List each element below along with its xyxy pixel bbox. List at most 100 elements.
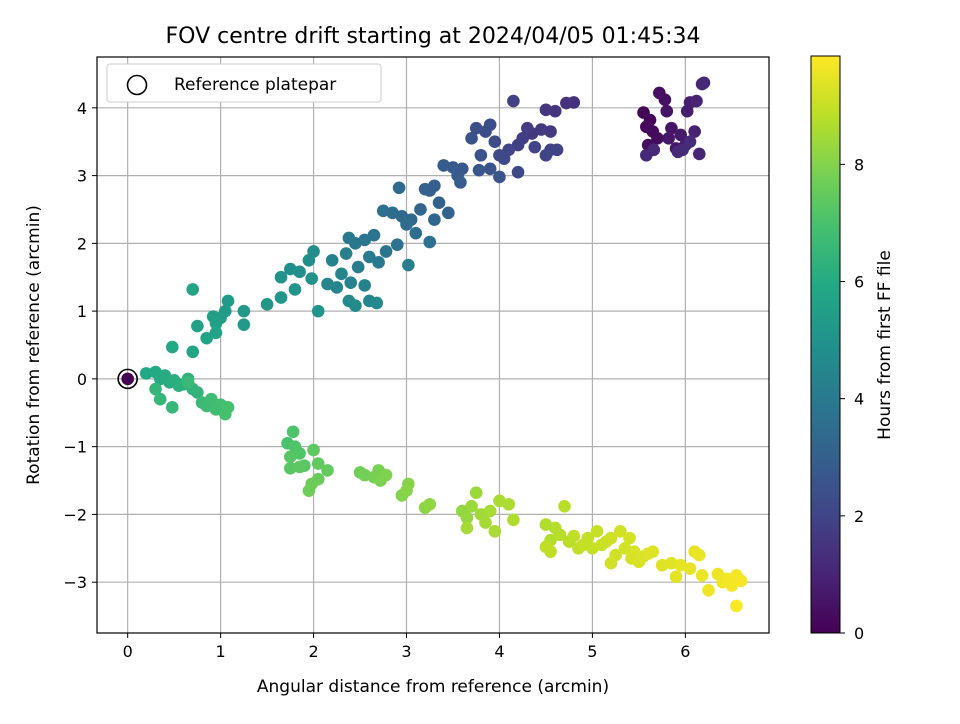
data-point bbox=[460, 521, 474, 535]
data-point bbox=[507, 513, 520, 527]
data-point bbox=[191, 386, 204, 399]
data-point bbox=[683, 135, 697, 149]
y-axis-label: Rotation from reference (arcmin) bbox=[24, 205, 44, 485]
chart-title: FOV centre drift starting at 2024/04/05 … bbox=[166, 24, 701, 49]
data-point bbox=[186, 345, 200, 359]
data-point bbox=[695, 77, 709, 91]
data-point bbox=[209, 326, 223, 340]
data-point bbox=[209, 317, 223, 330]
data-point bbox=[521, 121, 534, 135]
data-point bbox=[186, 283, 200, 296]
data-point bbox=[690, 94, 703, 108]
data-point bbox=[465, 132, 478, 145]
data-point bbox=[493, 148, 506, 162]
data-point bbox=[472, 163, 486, 177]
data-point bbox=[460, 511, 474, 525]
reference-point-dot bbox=[121, 372, 134, 386]
data-point bbox=[550, 143, 564, 157]
data-point bbox=[311, 304, 325, 318]
data-point bbox=[165, 340, 179, 354]
data-point bbox=[483, 504, 497, 518]
data-point bbox=[367, 228, 381, 242]
colorbar-gradient bbox=[810, 55, 841, 634]
data-point bbox=[284, 262, 297, 276]
data-point bbox=[305, 272, 319, 285]
reference-point bbox=[117, 368, 138, 390]
y-tick-label: 2 bbox=[77, 234, 87, 253]
legend-box bbox=[106, 63, 382, 103]
data-point bbox=[725, 579, 739, 592]
data-point bbox=[695, 569, 709, 582]
reference-point-ring bbox=[117, 368, 138, 390]
y-tick-label: −3 bbox=[63, 573, 87, 592]
colorbar-tick-label: 2 bbox=[854, 507, 864, 526]
data-point bbox=[683, 562, 697, 575]
data-point bbox=[339, 247, 353, 260]
data-point bbox=[548, 104, 562, 118]
data-point bbox=[181, 375, 195, 389]
data-points bbox=[139, 76, 748, 613]
data-point bbox=[511, 165, 525, 179]
data-point bbox=[302, 253, 316, 267]
data-point bbox=[409, 226, 423, 240]
data-point bbox=[205, 392, 218, 406]
x-tick-label: 4 bbox=[494, 642, 504, 661]
data-point bbox=[454, 176, 467, 189]
data-point bbox=[325, 253, 339, 267]
colorbar-tick-label: 0 bbox=[854, 624, 864, 643]
data-point bbox=[581, 531, 595, 545]
data-point bbox=[286, 425, 300, 439]
data-point bbox=[392, 181, 406, 195]
data-point bbox=[651, 132, 664, 145]
data-point bbox=[221, 294, 235, 308]
data-point bbox=[502, 497, 516, 511]
data-point bbox=[237, 318, 251, 331]
y-tick-label: 3 bbox=[77, 167, 87, 186]
colorbar-tick-label: 6 bbox=[854, 273, 864, 292]
data-point bbox=[479, 516, 492, 529]
data-point bbox=[442, 206, 455, 220]
data-point bbox=[200, 331, 213, 345]
data-point bbox=[539, 103, 553, 117]
data-point bbox=[662, 132, 675, 145]
data-point bbox=[507, 94, 520, 108]
x-tick-label: 1 bbox=[216, 642, 226, 661]
data-point bbox=[351, 260, 365, 274]
data-point bbox=[302, 484, 316, 497]
data-point bbox=[469, 121, 483, 135]
data-point bbox=[284, 462, 297, 475]
legend-label: Reference platepar bbox=[174, 75, 336, 95]
colorbar-ticks: 0 2 4 6 8 bbox=[840, 155, 864, 643]
data-point bbox=[149, 382, 162, 396]
data-point bbox=[560, 96, 573, 110]
y-axis-ticks: −3 −2 −1 0 1 2 3 4 bbox=[63, 99, 97, 592]
data-point bbox=[321, 464, 334, 477]
data-point bbox=[390, 238, 404, 252]
data-point bbox=[221, 401, 235, 414]
data-point bbox=[372, 256, 385, 269]
data-point bbox=[379, 245, 393, 258]
data-point bbox=[665, 121, 678, 135]
x-tick-label: 6 bbox=[680, 642, 690, 661]
data-point bbox=[342, 231, 356, 245]
data-point bbox=[379, 468, 393, 482]
data-point bbox=[465, 499, 478, 513]
x-tick-label: 5 bbox=[587, 642, 597, 661]
data-point bbox=[558, 499, 571, 513]
data-point bbox=[474, 148, 488, 162]
colorbar: 0 2 4 6 8 Hours from first FF file bbox=[810, 55, 895, 643]
data-point bbox=[307, 443, 320, 457]
data-point bbox=[528, 140, 542, 154]
data-point bbox=[363, 250, 376, 264]
data-point bbox=[288, 283, 302, 296]
data-point bbox=[469, 486, 483, 500]
data-point bbox=[260, 298, 274, 311]
data-point bbox=[488, 525, 502, 538]
data-point bbox=[567, 529, 581, 543]
data-point bbox=[153, 392, 167, 406]
y-tick-label: −1 bbox=[63, 438, 87, 457]
data-point bbox=[428, 213, 441, 226]
data-point bbox=[423, 497, 437, 511]
data-point bbox=[402, 258, 415, 272]
data-point bbox=[349, 299, 362, 312]
